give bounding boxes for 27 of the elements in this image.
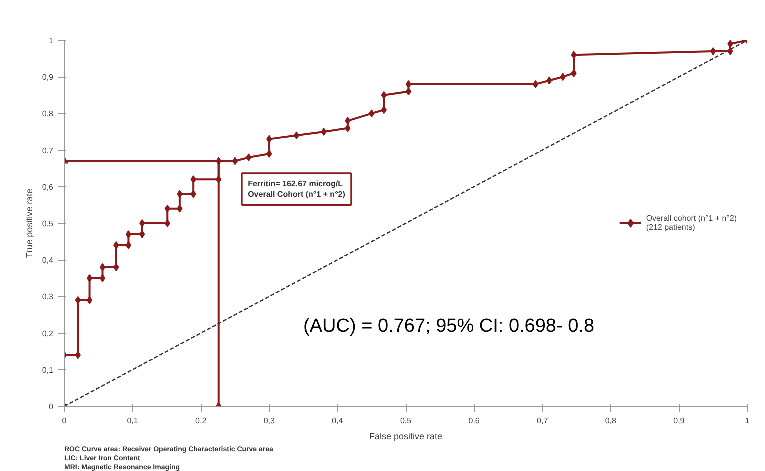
y-tick-label: 0,4 <box>42 256 54 266</box>
y-tick-label: 0,9 <box>42 73 54 82</box>
x-tick-label: 0,3 <box>264 416 276 426</box>
y-tick-label: 1 <box>49 36 54 46</box>
x-tick-label: 0,9 <box>674 416 686 426</box>
x-tick-label: 0,6 <box>468 416 480 426</box>
y-tick-label: 0,7 <box>42 146 54 156</box>
x-tick-label: 1 <box>745 416 750 426</box>
x-tick-label: 0 <box>62 416 68 426</box>
x-tick-label: 0,5 <box>400 416 412 426</box>
y-tick-label: 0,3 <box>42 292 54 302</box>
x-tick-label: 0,2 <box>196 416 208 426</box>
annotation: (AUC) = 0.767; 95% CI: 0.698- 0.8 <box>304 316 595 337</box>
y-tick-label: 0,2 <box>42 329 54 338</box>
x-axis-title: False positive rate <box>369 432 443 442</box>
y-tick-label: 0,1 <box>42 366 54 375</box>
y-axis-title: True positive rate <box>24 188 34 258</box>
legend-label: Overall cohort (n°1 + n°2) (212 patients) <box>646 214 737 232</box>
y-tick-label: 0,5 <box>42 220 54 228</box>
x-tick-label: 0,1 <box>127 416 139 426</box>
x-tick-label: 0,4 <box>332 416 344 426</box>
y-tick-label: 0 <box>49 402 54 412</box>
x-tick-label: 0,7 <box>537 416 549 426</box>
x-tick-label: 0,8 <box>605 416 618 426</box>
y-tick-label: 0,8 <box>42 110 54 119</box>
y-tick-label: 0,6 <box>42 182 54 192</box>
annotation: Ferritin= 162.67 microg/L Overall Cohort (n°1 + n°2) <box>248 179 346 200</box>
